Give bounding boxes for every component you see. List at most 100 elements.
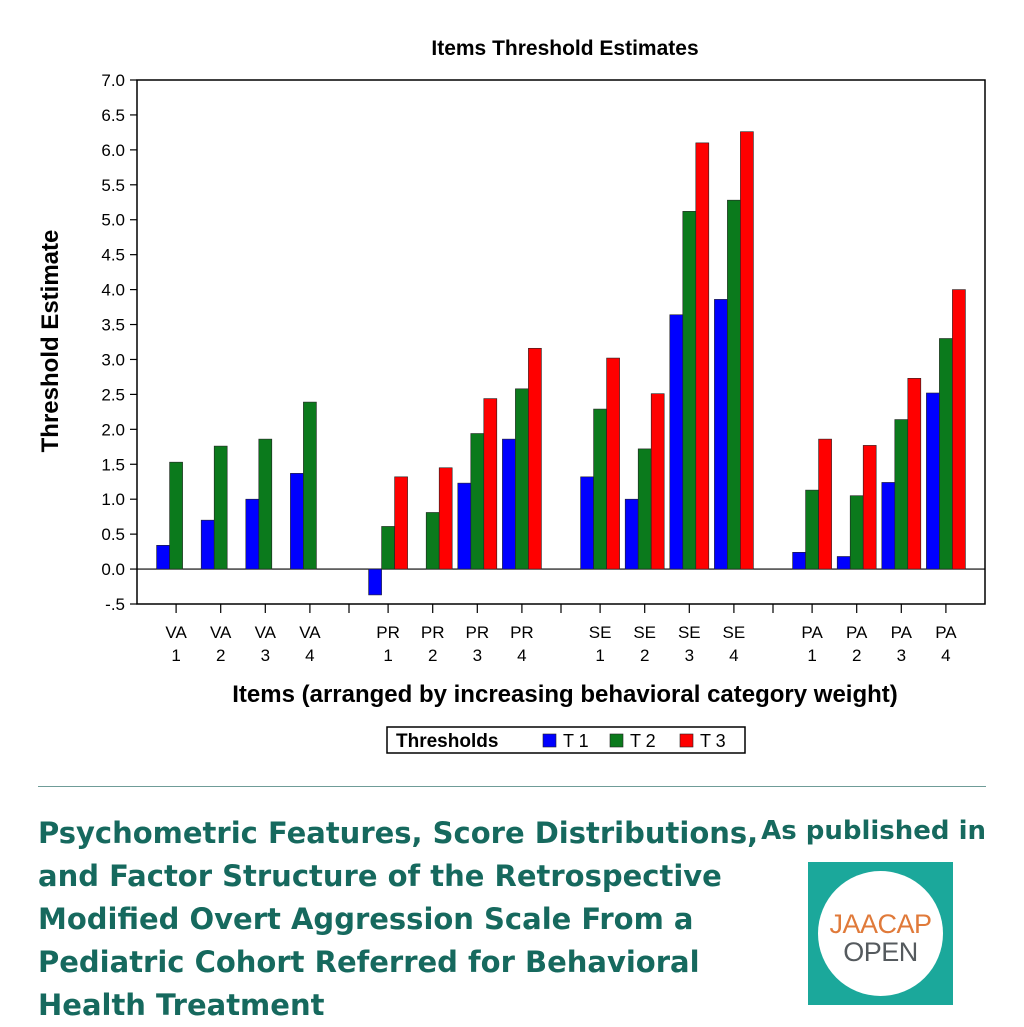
- y-tick-label: 3.0: [101, 350, 125, 369]
- bar-t3: [438, 467, 453, 570]
- y-tick-label: 2.0: [101, 420, 125, 439]
- bar-t2: [515, 388, 529, 570]
- x-tick-label: 3: [261, 646, 270, 665]
- x-tick-label: PR: [465, 623, 489, 642]
- bar-t2: [213, 445, 228, 570]
- bar-t3: [740, 131, 754, 570]
- bar-t2: [425, 512, 440, 570]
- bar-t1: [669, 314, 684, 570]
- x-tick-label: 2: [216, 646, 225, 665]
- legend-swatch: [609, 733, 624, 748]
- bar-t2: [727, 199, 741, 570]
- divider: [38, 786, 986, 787]
- bar-t3: [528, 347, 542, 570]
- y-tick-label: 4.0: [101, 281, 125, 300]
- x-tick-label: 3: [473, 646, 482, 665]
- bar-t2: [470, 433, 485, 570]
- x-tick-label: 4: [729, 646, 738, 665]
- x-tick-label: 2: [852, 646, 861, 665]
- bar-t2: [593, 408, 607, 570]
- bar-t1: [368, 568, 382, 596]
- x-tick-label: 1: [807, 646, 816, 665]
- bar-t1: [290, 473, 304, 570]
- bar-t2: [682, 211, 697, 570]
- x-axis-label: Items (arranged by increasing behavioral…: [232, 681, 898, 708]
- x-tick-label: PR: [376, 623, 400, 642]
- bar-t1: [457, 482, 472, 570]
- bar-t3: [483, 398, 498, 570]
- y-tick-label: 5.0: [101, 211, 125, 230]
- legend-title: Thresholds: [396, 731, 498, 752]
- x-tick-label: SE: [589, 623, 612, 642]
- x-tick-label: SE: [678, 623, 701, 642]
- bar-t1: [502, 438, 516, 570]
- y-tick-label: 5.5: [101, 176, 125, 195]
- logo-text-open: OPEN: [843, 937, 918, 967]
- y-tick-label: 3.5: [101, 316, 125, 335]
- bar-t2: [637, 448, 652, 570]
- x-tick-label: 1: [383, 646, 392, 665]
- legend: Thresholds T 1 T 2 T 3: [386, 726, 746, 754]
- y-axis-label: Threshold Estimate: [37, 230, 64, 453]
- x-tick-label: PA: [801, 623, 823, 642]
- bar-t2: [939, 338, 953, 570]
- x-tick-label: PA: [935, 623, 957, 642]
- x-tick-label: 4: [305, 646, 314, 665]
- published-label: As published in: [761, 816, 986, 846]
- y-tick-label: 7.0: [101, 71, 125, 90]
- bar-t3: [606, 357, 620, 570]
- y-tick-label: 1.5: [101, 455, 125, 474]
- bar-t1: [714, 299, 728, 570]
- x-tick-label: 3: [685, 646, 694, 665]
- bar-t1: [881, 482, 896, 570]
- bar-t2: [805, 489, 819, 570]
- bar-t1: [624, 498, 639, 570]
- x-tick-label: VA: [255, 623, 277, 642]
- bar-t2: [303, 401, 317, 570]
- bar-t3: [650, 393, 665, 570]
- bar-t3: [394, 476, 408, 570]
- y-tick-label: 0.0: [101, 560, 125, 579]
- x-tick-label: SE: [633, 623, 656, 642]
- logo-circle: JAACAP OPEN: [818, 871, 943, 996]
- bar-t1: [926, 392, 940, 570]
- legend-label: T 1: [563, 731, 589, 751]
- y-tick-label: 1.0: [101, 490, 125, 509]
- y-tick-label: 0.5: [101, 525, 125, 544]
- logo-text-jaacap: JAACAP: [829, 909, 932, 939]
- y-tick-label: 4.5: [101, 246, 125, 265]
- legend-swatch: [542, 733, 557, 748]
- x-tick-label: 4: [517, 646, 526, 665]
- x-tick-label: 1: [595, 646, 604, 665]
- bar-t1: [792, 551, 806, 570]
- y-tick-label: -.5: [105, 595, 125, 614]
- bar-t2: [258, 438, 273, 570]
- bar-t1: [836, 556, 851, 570]
- chart: Items Threshold Estimates Threshold Esti…: [37, 37, 986, 754]
- x-tick-label: VA: [165, 623, 187, 642]
- y-tick-label: 6.5: [101, 106, 125, 125]
- x-tick-label: 1: [171, 646, 180, 665]
- x-tick-label: 3: [897, 646, 906, 665]
- bar-t1: [245, 498, 260, 570]
- bar-t1: [580, 476, 594, 570]
- bar-t2: [894, 419, 909, 570]
- x-tick-label: PA: [846, 623, 868, 642]
- bar-t1: [156, 545, 170, 570]
- x-tick-label: 2: [640, 646, 649, 665]
- x-tick-label: VA: [210, 623, 232, 642]
- bar-t2: [381, 526, 395, 570]
- x-tick-label: 4: [941, 646, 950, 665]
- bar-t2: [849, 495, 864, 570]
- bar-t3: [695, 142, 710, 570]
- x-tick-label: 2: [428, 646, 437, 665]
- legend-swatch: [679, 733, 694, 748]
- bar-t3: [907, 378, 922, 570]
- x-tick-label: VA: [299, 623, 321, 642]
- y-tick-label: 2.5: [101, 385, 125, 404]
- journal-logo: JAACAP OPEN: [808, 862, 953, 1005]
- x-tick-label: PR: [510, 623, 534, 642]
- chart-title: Items Threshold Estimates: [431, 37, 698, 60]
- x-tick-label: PA: [891, 623, 913, 642]
- x-tick-label: PR: [421, 623, 445, 642]
